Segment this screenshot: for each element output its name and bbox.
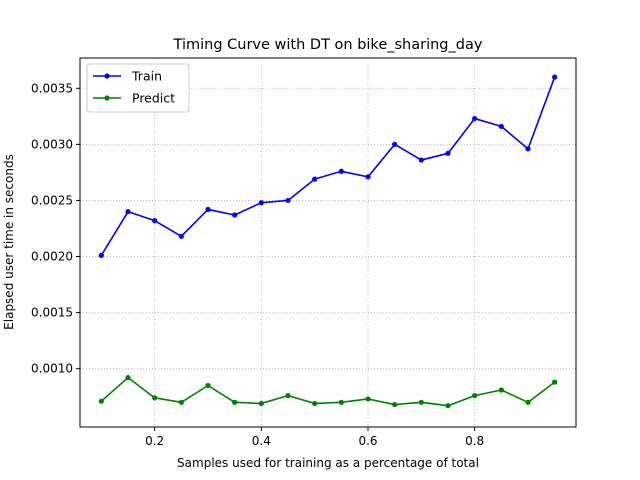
- ticks: 0.2 0.4 0.6 0.8 0.0010 0.0015 0.0020 0.0025 0.00…: [31, 81, 484, 448]
- predict-data-point: [472, 392, 478, 399]
- train-data-point: [392, 141, 398, 147]
- predict-data-point: [525, 399, 531, 405]
- predict-data-point: [285, 392, 291, 399]
- x-tick-label: 0.6: [358, 434, 377, 448]
- predict-data-point: [498, 387, 504, 393]
- train-data-point: [498, 123, 504, 130]
- y-tick-label: 0.0020: [31, 250, 73, 264]
- train-data-point: [365, 174, 371, 180]
- train-data-point: [285, 197, 291, 204]
- y-tick-label: 0.0025: [31, 193, 73, 207]
- predict-data-point: [152, 395, 158, 401]
- predict-data-point: [365, 396, 371, 402]
- train-data-point: [338, 168, 344, 174]
- predict-legend-label: Predict: [132, 91, 175, 106]
- y-tick-label: 0.0015: [31, 306, 73, 320]
- plot-frame: [79, 57, 577, 428]
- predict-legend-marker: [104, 95, 110, 101]
- train-data-point: [525, 146, 531, 152]
- predict-data-point: [178, 399, 184, 405]
- x-axis-label: Samples used for training as a percentag…: [177, 456, 479, 470]
- y-axis-label: Elapsed user time in seconds: [2, 154, 16, 330]
- train-legend-marker: [104, 73, 110, 79]
- train-data-point: [232, 212, 238, 218]
- legend: Train Predict: [86, 63, 190, 113]
- y-tick-label: 0.0010: [31, 362, 73, 376]
- chart-title: Timing Curve with DT on bike_sharing_day: [173, 37, 483, 53]
- predict-data-point: [258, 400, 264, 407]
- train-data-point: [152, 218, 158, 224]
- train-series-line: [100, 76, 556, 256]
- x-tick-label: 0.2: [145, 434, 164, 448]
- predict-data-point: [418, 399, 424, 405]
- train-data-point: [472, 115, 478, 122]
- train-data-point: [125, 209, 131, 215]
- predict-data-point: [338, 399, 344, 405]
- train-data-point: [445, 150, 451, 156]
- train-data-point: [178, 233, 184, 239]
- predict-data-point: [98, 398, 104, 404]
- series-layer: [98, 74, 558, 409]
- y-tick-label: 0.0030: [31, 137, 73, 151]
- predict-data-point: [552, 379, 558, 385]
- train-data-point: [552, 74, 558, 80]
- predict-data-point: [392, 401, 398, 408]
- predict-data-point: [312, 400, 318, 407]
- x-tick-label: 0.4: [252, 434, 271, 448]
- y-tick-label: 0.0035: [31, 81, 73, 95]
- x-tick-label: 0.8: [465, 434, 484, 448]
- predict-series-line: [100, 376, 556, 407]
- train-data-point: [258, 200, 264, 206]
- train-data-point: [312, 176, 318, 182]
- train-data-point: [98, 252, 104, 258]
- predict-data-point: [232, 399, 238, 405]
- predict-data-point: [205, 382, 211, 389]
- predict-data-point: [125, 375, 131, 381]
- train-legend-label: Train: [131, 69, 162, 84]
- train-data-point: [418, 157, 424, 163]
- predict-data-point: [445, 403, 451, 409]
- train-data-point: [205, 206, 211, 213]
